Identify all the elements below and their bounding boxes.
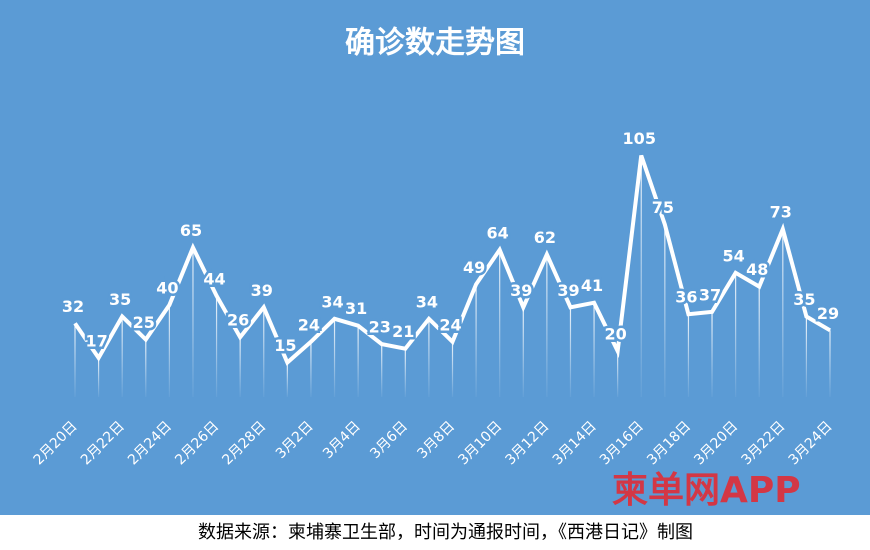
- data-label: 73: [770, 203, 792, 222]
- data-label: 44: [203, 269, 225, 288]
- data-label: 35: [109, 290, 131, 309]
- data-label: 37: [699, 285, 721, 304]
- data-label: 34: [321, 292, 343, 311]
- chart-background: [0, 0, 870, 515]
- chart-title: 确诊数走势图: [345, 26, 525, 61]
- data-label: 40: [156, 279, 178, 298]
- data-label: 39: [251, 281, 273, 300]
- data-label: 75: [652, 198, 674, 217]
- data-label: 20: [605, 325, 627, 344]
- data-label: 49: [463, 258, 485, 277]
- data-label: 54: [722, 246, 744, 265]
- data-label: 32: [62, 297, 84, 316]
- data-label: 25: [133, 313, 155, 332]
- data-label: 23: [369, 318, 391, 337]
- source-note: 数据来源：柬埔寨卫生部，时间为通报时间，《西港日记》制图: [198, 522, 693, 543]
- data-label: 105: [623, 129, 656, 148]
- data-label: 39: [510, 281, 532, 300]
- data-label: 24: [298, 315, 320, 334]
- data-label: 62: [534, 228, 556, 247]
- data-label: 15: [274, 336, 296, 355]
- data-label: 24: [439, 315, 461, 334]
- data-label: 34: [416, 292, 438, 311]
- data-label: 35: [793, 290, 815, 309]
- data-label: 26: [227, 311, 249, 330]
- watermark: 柬单网APP: [612, 470, 801, 511]
- data-label: 36: [675, 288, 697, 307]
- data-label: 39: [557, 281, 579, 300]
- data-label: 31: [345, 299, 367, 318]
- data-label: 29: [817, 304, 839, 323]
- data-label: 64: [487, 223, 509, 242]
- data-label: 48: [746, 260, 768, 279]
- data-label: 21: [392, 322, 414, 341]
- line-series: [73, 154, 832, 366]
- data-label: 65: [180, 221, 202, 240]
- data-label: 17: [85, 331, 107, 350]
- data-label: 41: [581, 276, 603, 295]
